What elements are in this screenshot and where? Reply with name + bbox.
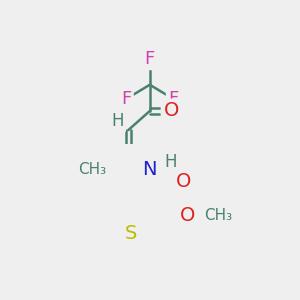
- Text: N: N: [142, 160, 157, 178]
- Text: F: F: [169, 90, 179, 108]
- Text: F: F: [145, 50, 155, 68]
- Text: O: O: [176, 172, 191, 191]
- Text: F: F: [121, 90, 131, 108]
- Text: CH₃: CH₃: [205, 208, 233, 223]
- Text: H: H: [164, 154, 176, 172]
- Text: O: O: [180, 206, 196, 225]
- Text: O: O: [164, 101, 179, 121]
- Text: S: S: [124, 224, 137, 243]
- Text: CH₃: CH₃: [78, 162, 106, 177]
- Text: H: H: [112, 112, 124, 130]
